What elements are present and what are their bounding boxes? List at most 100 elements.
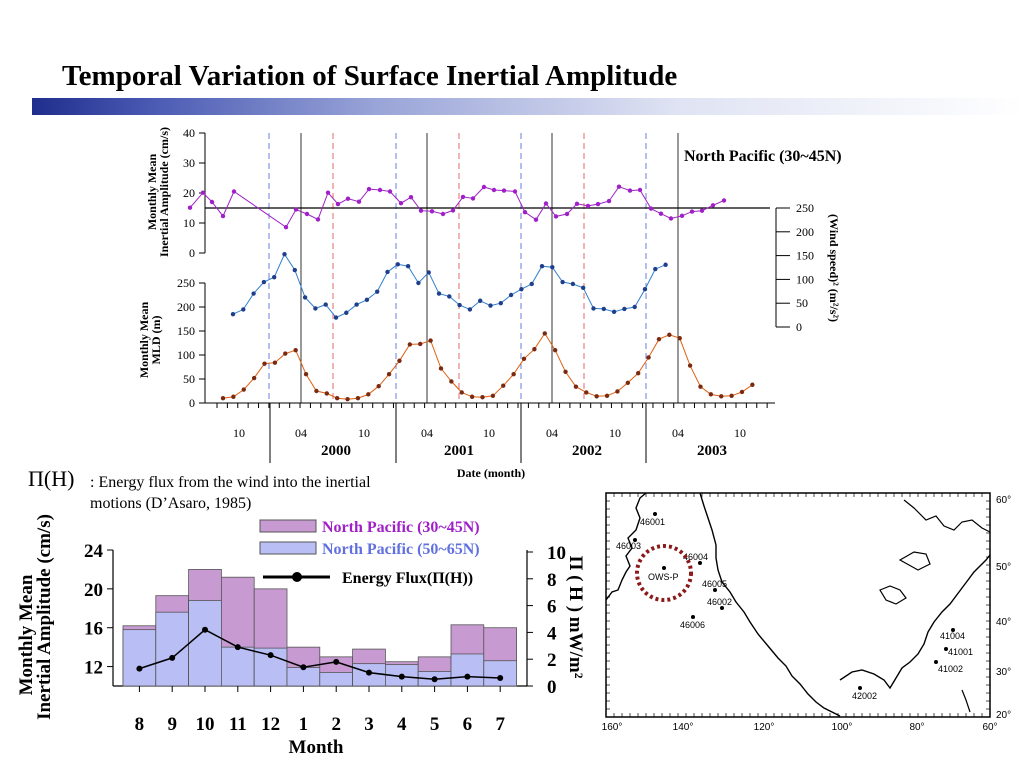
bar-ylabel-line2: Inertial Amplitude (cm/s) (34, 514, 55, 720)
amp-point (512, 189, 518, 194)
mld-point (542, 331, 547, 336)
legend-label-energy-flux: Energy Flux(Π(H)) (342, 570, 473, 587)
mld-point (625, 380, 631, 386)
wind-point (323, 302, 328, 307)
wind-point (354, 302, 359, 307)
amp-point (418, 208, 424, 213)
amp-point (689, 209, 695, 214)
bar-y-tick-label: 24 (84, 541, 104, 562)
amp-point (231, 189, 237, 194)
station-marker (720, 606, 724, 610)
energy-flux-point (136, 665, 143, 672)
station-label: 46001 (640, 517, 665, 527)
wind-point (663, 262, 668, 267)
wind-point (611, 309, 617, 314)
wind-point (313, 306, 318, 311)
bar-category-label: 11 (229, 714, 247, 735)
mld-ylabel-line1: Monthly Mean (137, 302, 151, 379)
map-lon-label: 120° (754, 722, 775, 733)
amp-point (543, 201, 549, 206)
energy-flux-point (333, 658, 340, 665)
wind-point (261, 279, 267, 285)
mld-tick-label: 0 (189, 396, 195, 410)
station-marker (633, 538, 637, 542)
mld-point (729, 393, 734, 398)
wind-point (344, 310, 349, 315)
amp-point (209, 199, 215, 205)
bar-ylabel-line1: Monthly Mean (16, 574, 37, 695)
energy-flux-point (300, 664, 307, 671)
ows-p-highlight-circle (635, 544, 693, 602)
bar-y-tick-label: 20 (84, 580, 103, 601)
year-label: 2002 (572, 443, 602, 459)
year-label: 2001 (444, 443, 474, 459)
station-label: 46004 (683, 552, 708, 562)
wind-point (550, 264, 555, 270)
energy-flux-line (139, 628, 501, 681)
wind-point (292, 267, 297, 273)
mld-point (438, 366, 444, 371)
mld-tick-label: 100 (177, 348, 195, 362)
wind-point (405, 264, 411, 269)
mld-point (262, 361, 267, 366)
mld-point (449, 379, 454, 384)
wind-point (642, 287, 648, 292)
wind-point (416, 280, 421, 286)
mld-point (303, 372, 309, 377)
wind-point (447, 294, 452, 299)
mld-point (501, 383, 506, 388)
mld-point (324, 391, 329, 396)
amp-tick-label: 40 (183, 126, 195, 140)
bar-category-label: 9 (167, 714, 177, 735)
mld-series-line (222, 332, 753, 400)
mld-point (636, 371, 641, 376)
amp-point (315, 217, 321, 222)
amp-point (574, 201, 580, 206)
amp-point (553, 214, 559, 219)
amp-point (595, 201, 601, 207)
mld-point (511, 372, 516, 377)
florida (961, 689, 971, 713)
station-label: 41002 (938, 664, 963, 674)
wind-point (272, 275, 277, 280)
bar-category-label: 1 (299, 714, 309, 735)
mld-point (366, 392, 371, 397)
wind-point (426, 270, 431, 275)
x-tick-label: 04 (672, 426, 684, 440)
bar-y2label: Π ( H ) mW/m² (565, 556, 586, 679)
amp-point (304, 211, 310, 217)
amp-point (721, 198, 727, 203)
amp-point (408, 195, 414, 200)
bar-category-label: 5 (430, 714, 440, 735)
mld-point (532, 347, 537, 352)
mld-point (719, 394, 724, 399)
year-label: 2003 (697, 443, 727, 459)
mld-point (708, 392, 714, 397)
mld-point (345, 396, 350, 402)
amp-point (627, 188, 633, 193)
map-lat-label: 40° (996, 617, 1011, 628)
mld-point (552, 348, 558, 353)
wind-point (581, 285, 586, 290)
energy-flux-point (234, 644, 241, 651)
mld-point (698, 384, 703, 389)
wind-point (519, 287, 524, 292)
amp-point (522, 210, 528, 215)
map-lon-label: 160° (602, 722, 623, 733)
bar-y-tick-label: 12 (84, 658, 103, 679)
station-label: 46003 (616, 541, 641, 551)
amp-point (585, 203, 591, 209)
energy-flux-point (464, 673, 471, 680)
coastline-alaska (605, 492, 647, 601)
wind-point (241, 307, 246, 312)
wind-point (488, 303, 493, 308)
x-tick-label: 10 (233, 426, 245, 440)
pi-symbol: Π(H) (28, 466, 75, 491)
bar-xlabel: Month (289, 737, 344, 758)
wind-point (632, 304, 637, 310)
mld-point (656, 336, 662, 342)
mld-point (615, 389, 620, 394)
mld-point (272, 360, 278, 365)
map-lat-label: 30° (996, 667, 1011, 678)
